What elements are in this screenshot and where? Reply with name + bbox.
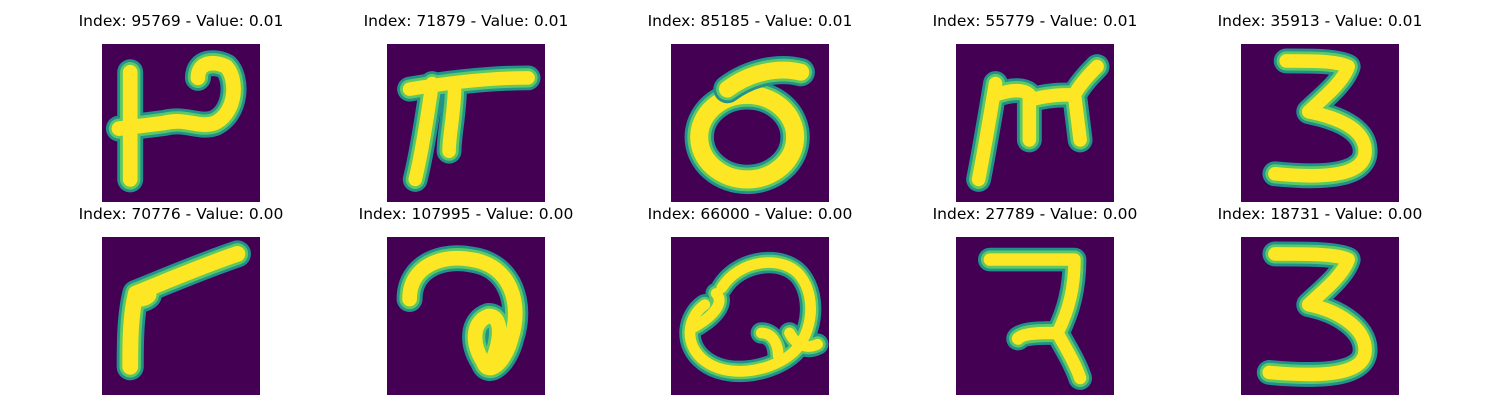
digit-image xyxy=(102,237,260,395)
digit-image xyxy=(102,44,260,202)
digit-image xyxy=(387,237,545,395)
panel-title: Index: 71879 - Value: 0.01 xyxy=(363,12,569,30)
digit-image xyxy=(956,44,1114,202)
image-panel: Index: 95769 - Value: 0.01 xyxy=(51,10,311,202)
image-panel: Index: 70776 - Value: 0.00 xyxy=(51,203,311,395)
image-panel: Index: 27789 - Value: 0.00 xyxy=(905,203,1165,395)
image-panel: Index: 85185 - Value: 0.01 xyxy=(620,10,880,202)
digit-image xyxy=(1241,44,1399,202)
panel-title: Index: 107995 - Value: 0.00 xyxy=(358,205,574,223)
panel-title: Index: 55779 - Value: 0.01 xyxy=(932,12,1138,30)
digit-image xyxy=(956,237,1114,395)
panel-title: Index: 27789 - Value: 0.00 xyxy=(932,205,1138,223)
image-panel: Index: 18731 - Value: 0.00 xyxy=(1190,203,1450,395)
digit-image xyxy=(671,237,829,395)
image-panel: Index: 55779 - Value: 0.01 xyxy=(905,10,1165,202)
panel-title: Index: 95769 - Value: 0.01 xyxy=(78,12,284,30)
image-panel: Index: 71879 - Value: 0.01 xyxy=(336,10,596,202)
panel-title: Index: 35913 - Value: 0.01 xyxy=(1217,12,1423,30)
image-panel: Index: 35913 - Value: 0.01 xyxy=(1190,10,1450,202)
panel-title: Index: 85185 - Value: 0.01 xyxy=(647,12,853,30)
panel-title: Index: 70776 - Value: 0.00 xyxy=(78,205,284,223)
image-panel: Index: 66000 - Value: 0.00 xyxy=(620,203,880,395)
digit-image xyxy=(671,44,829,202)
panel-title: Index: 66000 - Value: 0.00 xyxy=(647,205,853,223)
digit-image xyxy=(387,44,545,202)
panel-title: Index: 18731 - Value: 0.00 xyxy=(1217,205,1423,223)
digit-image xyxy=(1241,237,1399,395)
image-panel: Index: 107995 - Value: 0.00 xyxy=(336,203,596,395)
